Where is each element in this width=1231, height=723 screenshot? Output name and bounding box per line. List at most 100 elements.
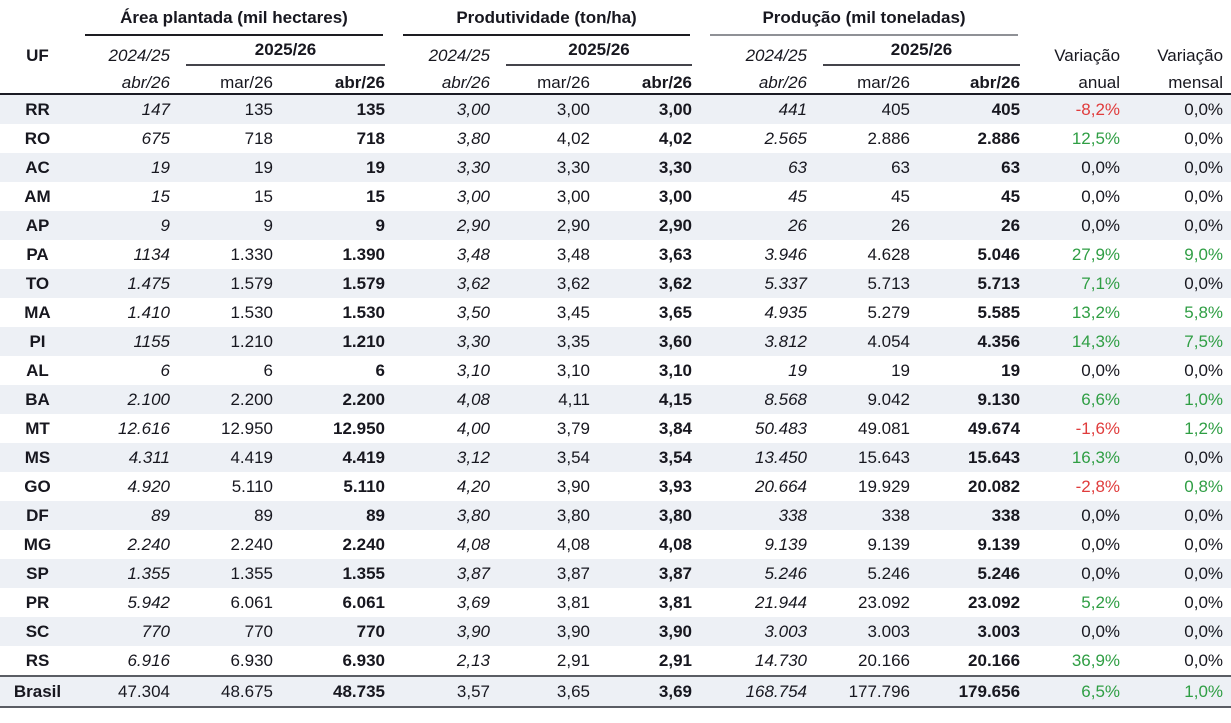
yield-mar-cell: 3,10	[556, 360, 591, 380]
group-title-row: Área plantada (mil hectares) Produtivida…	[0, 4, 1231, 36]
area-prev-cell: 4.311	[128, 447, 170, 467]
area-prev-cell: 1.410	[127, 302, 170, 322]
yield-prev-cell: 4,00	[456, 418, 491, 438]
output-abr-cell: 2.886	[977, 128, 1021, 148]
area-abr-cell: 89	[366, 505, 386, 525]
area-abr-cell: 1.530	[342, 302, 386, 322]
variation-monthly-cell: 0,0%	[1184, 592, 1224, 612]
output-curr-season: 2025/26	[815, 36, 1028, 66]
output-prev-season: 2024/25	[745, 46, 808, 65]
area-month2: abr/26	[281, 66, 394, 95]
uf-cell: RO	[24, 128, 51, 148]
yield-prev-cell: 4,08	[456, 389, 491, 409]
area-mar-cell: 718	[244, 128, 273, 148]
yield-abr-cell: 3,60	[658, 331, 693, 351]
yield-prev-cell: 3,12	[456, 447, 491, 467]
table-row: PR 5.942 6.061 6.061 3,69 3,81 3,81 21.9…	[0, 588, 1231, 617]
yield-prev-cell: 3,00	[456, 99, 491, 119]
yield-prev-cell: 3,87	[456, 563, 491, 583]
area-abr-cell: 15	[366, 186, 386, 206]
yield-abr-cell: 4,15	[658, 389, 693, 409]
uf-cell: RR	[25, 99, 50, 119]
table-header: Área plantada (mil hectares) Produtivida…	[0, 4, 1231, 95]
area-mar-cell: 19	[254, 157, 273, 177]
output-month2: abr/26	[918, 66, 1029, 95]
output-mar-cell: 5.713	[867, 273, 911, 293]
yield-abr-cell: 3,90	[658, 621, 693, 641]
uf-cell: RS	[25, 650, 50, 670]
output-prev-cell: 19	[788, 360, 808, 380]
output-prev-cell: 20.664	[755, 476, 808, 496]
output-abr-cell: 49.674	[968, 418, 1021, 438]
yield-prev-cell: 4,20	[456, 476, 491, 496]
yield-prev-cell: 3,48	[456, 244, 491, 264]
uf-cell: DF	[26, 505, 49, 525]
output-prev-cell: 4.935	[764, 302, 808, 322]
production-table: Área plantada (mil hectares) Produtivida…	[0, 4, 1231, 708]
output-mar-cell: 5.246	[867, 563, 911, 583]
group-productivity-title: Produtividade (ton/ha)	[403, 8, 691, 36]
output-mar-cell: 9.042	[867, 389, 911, 409]
group-production-title: Produção (mil toneladas)	[710, 8, 1019, 36]
output-prev-cell: 5.337	[764, 273, 808, 293]
yield-mar-cell: 3,35	[556, 331, 591, 351]
yield-abr-cell: 3,62	[658, 273, 693, 293]
area-curr-season-label: 2025/26	[186, 40, 386, 66]
uf-cell: MS	[24, 447, 51, 467]
yield-abr-cell: 3,00	[658, 99, 693, 119]
variation-monthly-cell: 0,0%	[1184, 505, 1224, 525]
area-prev-cell: 47.304	[75, 675, 178, 708]
uf-cell: TO	[25, 273, 50, 293]
uf-cell: Brasil	[0, 675, 75, 708]
area-prev-cell: 1.475	[127, 273, 170, 293]
table-row: MS 4.311 4.419 4.419 3,12 3,54 3,54 13.4…	[0, 443, 1231, 472]
output-mar-cell: 45	[891, 186, 911, 206]
yield-abr-cell: 3,69	[598, 675, 701, 708]
yield-abr-cell: 4,02	[658, 128, 693, 148]
yield-prev-cell: 3,90	[456, 621, 491, 641]
variation-annual-cell: 0,0%	[1081, 215, 1121, 235]
yield-month2: abr/26	[598, 66, 701, 95]
uf-cell: SP	[26, 563, 49, 583]
yield-prev-cell: 4,08	[456, 534, 491, 554]
yield-mar-cell: 3,00	[556, 186, 591, 206]
variation-monthly-cell: 0,0%	[1184, 621, 1224, 641]
table-row: AM 15 15 15 3,00 3,00 3,00 45 45 45 0,0%…	[0, 182, 1231, 211]
output-mar-cell: 405	[881, 99, 911, 119]
variation-annual-cell: 0,0%	[1081, 505, 1121, 525]
table-row: AC 19 19 19 3,30 3,30 3,30 63 63 63 0,0%…	[0, 153, 1231, 182]
yield-abr-cell: 3,10	[658, 360, 693, 380]
yield-mar-cell: 4,08	[556, 534, 591, 554]
output-prev-month: abr/26	[700, 66, 816, 95]
yield-abr-cell: 3,80	[658, 505, 693, 525]
table-row: AP 9 9 9 2,90 2,90 2,90 26 26 26 0,0% 0,…	[0, 211, 1231, 240]
yield-mar-cell: 4,11	[558, 389, 591, 409]
output-mar-cell: 63	[891, 157, 911, 177]
group-productivity: Produtividade (ton/ha)	[393, 4, 700, 36]
variation-monthly-cell: 0,0%	[1184, 534, 1224, 554]
area-prev-cell: 89	[151, 505, 170, 525]
variation-annual-cell: 6,6%	[1081, 389, 1121, 409]
variation-annual-cell: 13,2%	[1071, 302, 1121, 322]
yield-mar-cell: 4,02	[556, 128, 591, 148]
yield-mar-cell: 3,80	[556, 505, 591, 525]
table-row: BA 2.100 2.200 2.200 4,08 4,11 4,15 8.56…	[0, 385, 1231, 414]
output-abr-cell: 23.092	[968, 592, 1021, 612]
variation-monthly-cell: 0,0%	[1184, 215, 1224, 235]
area-prev-cell: 770	[141, 621, 170, 641]
area-mar-cell: 1.579	[230, 273, 273, 293]
output-abr-cell: 9.130	[977, 389, 1021, 409]
yield-prev-season: 2024/25	[428, 46, 491, 65]
uf-cell: MA	[24, 302, 51, 322]
variation-monthly-cell: 7,5%	[1184, 331, 1224, 351]
output-prev-cell: 3.812	[764, 331, 808, 351]
yield-prev-cell: 3,62	[456, 273, 491, 293]
output-abr-cell: 20.166	[968, 650, 1021, 670]
yield-mar-cell: 3,54	[556, 447, 591, 467]
yield-abr-cell: 2,91	[658, 650, 693, 670]
area-mar-cell: 6.930	[230, 650, 273, 670]
table-row: GO 4.920 5.110 5.110 4,20 3,90 3,93 20.6…	[0, 472, 1231, 501]
output-abr-cell: 26	[1001, 215, 1021, 235]
variation-monthly-cell: 0,0%	[1184, 157, 1224, 177]
area-mar-cell: 1.530	[230, 302, 273, 322]
